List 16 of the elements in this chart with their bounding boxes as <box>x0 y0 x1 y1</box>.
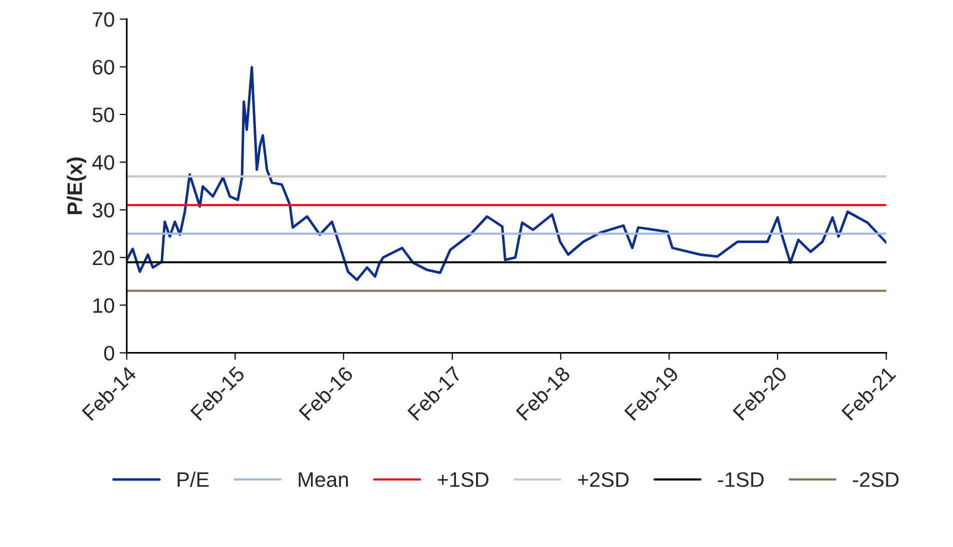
legend-label: P/E <box>178 472 209 487</box>
y-tick-label: 50 <box>92 107 114 122</box>
y-tick-label: 0 <box>104 346 114 361</box>
y-tick-label: 70 <box>92 12 114 27</box>
y-tick-label: 20 <box>92 250 114 266</box>
legend-label: +2SD <box>578 472 629 487</box>
y-tick-label: 60 <box>92 60 114 75</box>
line-series <box>126 66 886 282</box>
legend-label: Mean <box>298 472 348 487</box>
y-tick-label: 30 <box>92 202 114 218</box>
y-tick-label: 40 <box>92 155 114 170</box>
legend-label: -2SD <box>852 472 899 487</box>
y-tick-label: 10 <box>93 298 114 313</box>
legend-label: -1SD <box>718 472 764 487</box>
y-axis-title: P/E(x) <box>66 157 86 214</box>
legend-label: +1SD <box>438 472 488 487</box>
